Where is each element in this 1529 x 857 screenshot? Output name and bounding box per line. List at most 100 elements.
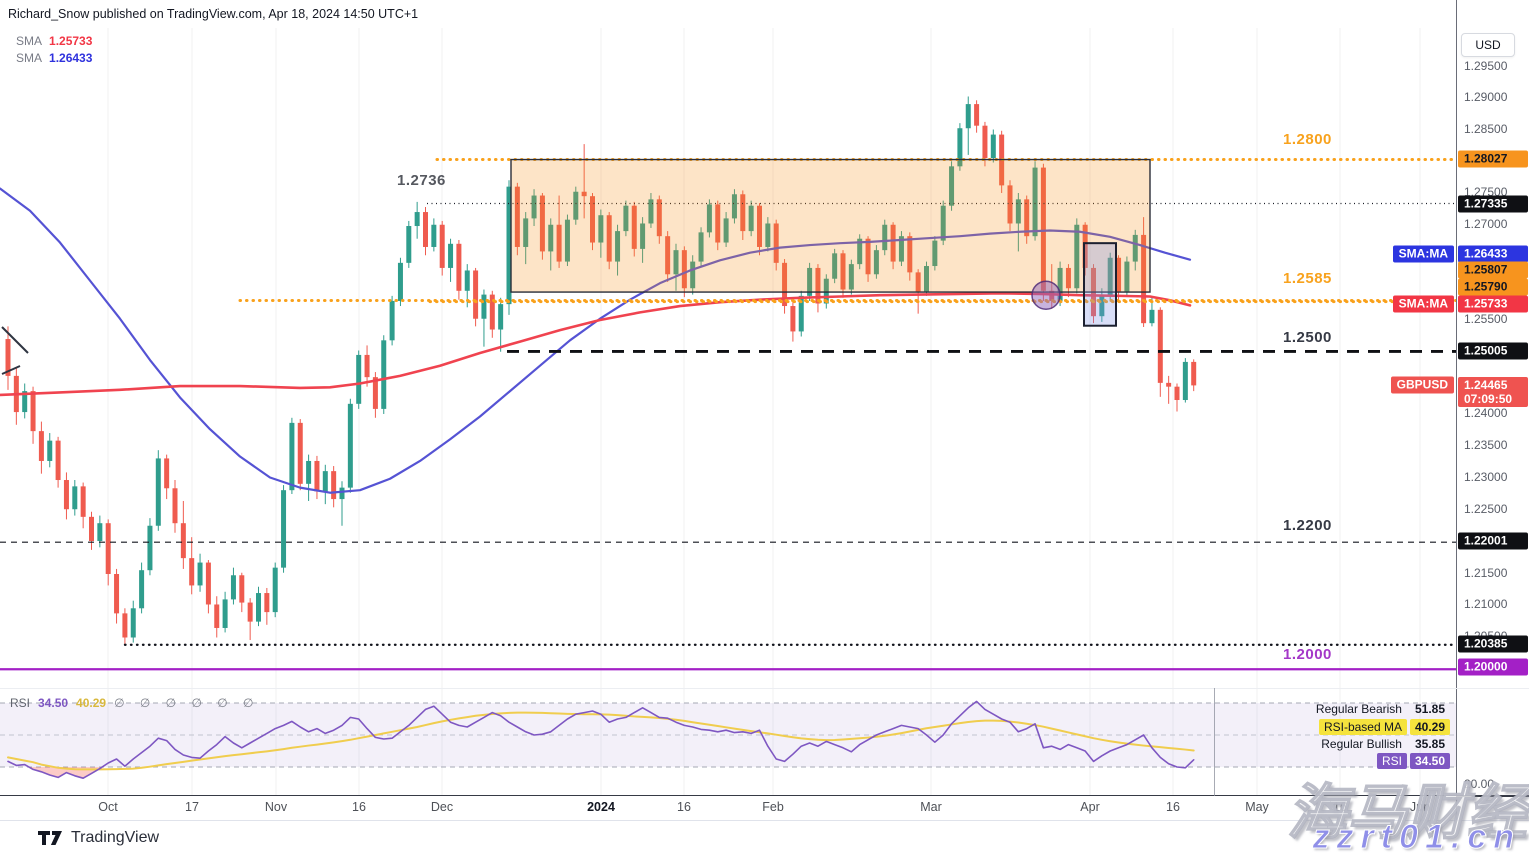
rsi-ma-legend-value: 40.29 (76, 696, 107, 710)
axis-time-label: Jun (1409, 800, 1431, 814)
price-scale[interactable]: 1.29500 1.29000 1.28500 1.27500 1.27000 1.255… (1456, 0, 1529, 820)
candle-body (681, 250, 687, 289)
chart-canvas[interactable] (0, 0, 1456, 795)
candle-body (247, 602, 253, 622)
axis-time-label: Feb (762, 800, 784, 814)
candle-body (197, 562, 203, 586)
candle-body (623, 205, 629, 232)
axis-time-label: 16 (1333, 800, 1347, 814)
candle-body (748, 205, 754, 232)
candle-body (815, 267, 821, 304)
candle-body (1191, 361, 1197, 386)
rsi-band (0, 703, 1456, 767)
candle-body (523, 218, 529, 247)
sma-legend-2[interactable]: SMA 1.26433 (16, 51, 92, 65)
sma-label: SMA (16, 51, 43, 65)
candle-body (615, 231, 621, 262)
candle-body (105, 523, 111, 574)
trendline-segment[interactable] (1, 365, 21, 375)
candle-body (1015, 199, 1021, 224)
candle-body (289, 422, 295, 491)
price-level-annotation: 1.2200 (1283, 517, 1332, 534)
series-name-badge: GBPUSD (1390, 376, 1454, 394)
candle-body (631, 205, 637, 249)
candle-body (306, 460, 312, 484)
drawn-circle-marker[interactable] (1031, 280, 1061, 310)
axis-level-badge: 1.28027 (1458, 150, 1528, 168)
candle-body (648, 199, 654, 224)
candle-body (840, 253, 846, 290)
candle-body (356, 354, 362, 404)
axis-time-label: Oct (98, 800, 118, 814)
currency-toggle-button[interactable]: USD (1461, 33, 1515, 57)
time-scale[interactable]: Oct 17 Nov 16 Dec 2024 16 Feb Mar Apr 16 May 16 Jun (0, 796, 1456, 820)
candle-body (715, 204, 721, 243)
trendline-segment[interactable] (1, 326, 29, 354)
sma-legend-1[interactable]: SMA 1.25733 (16, 34, 92, 48)
candle-body (314, 460, 320, 492)
axis-level-badge: 1.22001 (1458, 532, 1528, 550)
candle-body (974, 104, 980, 126)
candle-body (38, 431, 44, 461)
candle-body (331, 471, 337, 500)
axis-level-badge: 1.20000 (1458, 658, 1528, 676)
candle-body (924, 266, 929, 292)
axis-price-label: 1.24000 (1464, 406, 1508, 420)
candle-body (965, 104, 971, 129)
sma-value-red: 1.25733 (49, 34, 93, 48)
moving-average-line (7, 700, 1195, 780)
candle-body (1166, 382, 1172, 387)
candle-body (230, 575, 236, 600)
candle-body (1074, 224, 1080, 289)
drawn-rectangle[interactable] (510, 158, 1151, 293)
candle-body (481, 294, 487, 319)
candle-body (757, 205, 762, 247)
last-price-badge: 1.24465 07:09:50 (1458, 377, 1528, 407)
candle-body (1149, 309, 1155, 324)
candle-body (381, 340, 387, 409)
axis-time-label: Nov (264, 800, 288, 814)
crosshair-vertical-line (1214, 688, 1215, 812)
candle-body (581, 191, 587, 197)
tradingview-attribution[interactable]: TradingView (38, 829, 159, 847)
moving-average-line (0, 292, 1192, 397)
candle-body (1141, 234, 1147, 324)
axis-price-label: 1.25500 (1464, 312, 1508, 326)
candle-body (1157, 309, 1163, 383)
candle-body (189, 558, 195, 586)
axis-level-badge: 1.25807 (1458, 261, 1528, 279)
axis-level-badge: 1.25733 (1458, 295, 1528, 313)
candle-body (573, 191, 579, 220)
candle-body (773, 223, 779, 263)
candle-body (47, 440, 53, 461)
candle-body (857, 238, 863, 265)
candle-body (1099, 294, 1105, 317)
candle-body (456, 243, 462, 291)
candle-body (139, 570, 145, 609)
axis-price-label: 1.21000 (1464, 597, 1508, 611)
candle-body (473, 270, 479, 319)
candle-body (239, 575, 245, 603)
pane-separator[interactable] (0, 688, 1529, 689)
axis-price-label: 1.22500 (1464, 502, 1508, 516)
candle-body (339, 487, 345, 500)
candle-body (322, 471, 328, 492)
candle-body (423, 212, 428, 247)
candle-body (1065, 267, 1071, 289)
candle-body (122, 613, 128, 638)
rsi-indicator-legend[interactable]: RSI 34.50 40.29 ∅ ∅ ∅ ∅ ∅ ∅ (10, 696, 259, 710)
candle-body (389, 300, 395, 341)
candle-body (114, 574, 120, 614)
axis-level-badge: 1.20385 (1458, 635, 1528, 653)
candle-body (832, 253, 838, 279)
tradingview-brand-text: TradingView (71, 829, 160, 846)
candle-body (564, 219, 570, 262)
publish-header: Richard_Snow published on TradingView.co… (8, 7, 419, 21)
rsi-empty-values: ∅ ∅ ∅ ∅ ∅ ∅ (114, 696, 260, 710)
candle-body (164, 458, 170, 489)
tradingview-logo-icon (38, 831, 62, 845)
candle-body (72, 486, 78, 510)
candle-body (915, 272, 921, 292)
axis-time-label: 16 (352, 800, 366, 814)
drawn-rectangle[interactable] (1083, 242, 1117, 327)
